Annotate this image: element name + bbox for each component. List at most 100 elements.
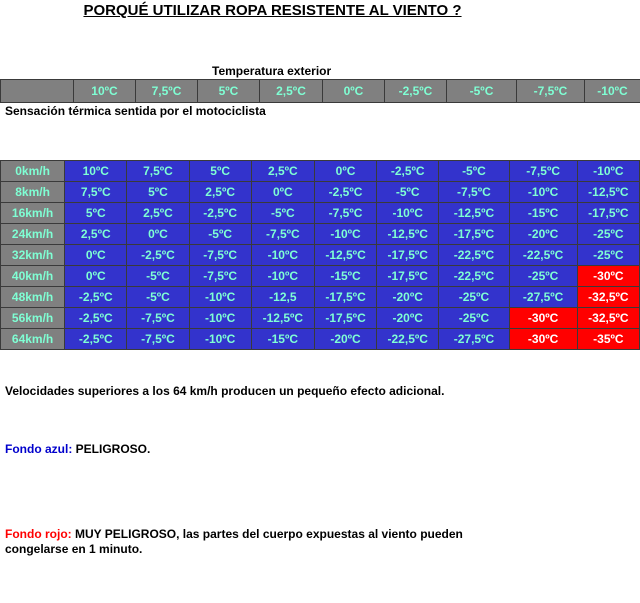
wind-chill-cell-dangerous: -12,5ºC [576, 181, 640, 203]
table-row: 56km/h -2,5ºC -7,5ºC -10ºC -12,5ºC -17,5ºC -20… [0, 307, 640, 329]
speed-label-cell: 48km/h [0, 286, 66, 308]
wind-chill-cell-dangerous: -7,5ºC [313, 202, 378, 224]
speed-label-cell: 64km/h [0, 328, 66, 350]
wind-chill-cell-dangerous: -5ºC [376, 181, 440, 203]
speed-label-cell: 0km/h [0, 160, 66, 182]
temperature-header-table: 10ºC 7,5ºC 5ºC 2,5ºC 0ºC -2,5ºC -5ºC -7,5ºC -10º… [0, 79, 640, 103]
wind-chill-cell-dangerous: -12,5ºC [250, 307, 315, 329]
page-title: PORQUÉ UTILIZAR ROPA RESISTENTE AL VIENT… [83, 2, 462, 19]
wind-chill-cell-dangerous: -25ºC [508, 265, 578, 287]
speed-label-cell: 56km/h [0, 307, 66, 329]
table-subtitle: Sensación térmica sentida por el motocic… [5, 104, 266, 118]
table-row: 16km/h 5ºC 2,5ºC -2,5ºC -5ºC -7,5ºC -10ºC -12,5… [0, 202, 640, 224]
wind-chill-cell-dangerous: -10ºC [250, 244, 315, 266]
wind-chill-cell-dangerous: -12,5ºC [438, 202, 510, 224]
wind-chill-cell-dangerous: -10ºC [188, 328, 252, 350]
wind-chill-cell-dangerous: -7,5ºC [188, 265, 252, 287]
wind-chill-cell-dangerous: -7,5ºC [508, 160, 578, 182]
red-legend-text: MUY PELIGROSO, las partes del cuerpo exp… [5, 527, 463, 556]
wind-chill-cell-dangerous: -17,5ºC [438, 223, 510, 245]
table-row: 48km/h -2,5ºC -5ºC -10ºC -12,5 -17,5ºC -20ºC -2… [0, 286, 640, 308]
wind-chill-cell-dangerous: -10ºC [250, 265, 315, 287]
wind-chill-cell-dangerous: -7,5ºC [250, 223, 315, 245]
wind-chill-cell-dangerous: -10ºC [188, 286, 252, 308]
wind-chill-cell-dangerous: 5ºC [126, 181, 190, 203]
wind-chill-cell-dangerous: -2,5ºC [126, 244, 190, 266]
wind-chill-cell-dangerous: -25ºC [576, 244, 640, 266]
wind-chill-cell-dangerous: -15ºC [250, 328, 315, 350]
wind-chill-cell-very-dangerous: -32,5ºC [576, 286, 640, 308]
speed-label-cell: 8km/h [0, 181, 66, 203]
speed-label-cell: 16km/h [0, 202, 66, 224]
wind-chill-cell-dangerous: -10ºC [313, 223, 378, 245]
wind-chill-cell-dangerous: -12,5ºC [313, 244, 378, 266]
wind-chill-cell-dangerous: -2,5ºC [64, 328, 128, 350]
wind-chill-cell-dangerous: -10ºC [376, 202, 440, 224]
wind-chill-cell-dangerous: 7,5ºC [64, 181, 128, 203]
wind-chill-cell-dangerous: -2,5ºC [64, 286, 128, 308]
temperature-header-cell: -2,5ºC [384, 79, 447, 103]
wind-chill-cell-dangerous: -12,5 [250, 286, 315, 308]
wind-chill-cell-dangerous: -5ºC [188, 223, 252, 245]
wind-chill-cell-dangerous: 0ºC [126, 223, 190, 245]
wind-chill-cell-dangerous: -5ºC [126, 265, 190, 287]
wind-chill-cell-dangerous: -2,5ºC [376, 160, 440, 182]
wind-chill-cell-dangerous: 2,5ºC [126, 202, 190, 224]
wind-chill-cell-dangerous: 5ºC [188, 160, 252, 182]
wind-chill-cell-dangerous: 5ºC [64, 202, 128, 224]
wind-chill-cell-dangerous: -25ºC [576, 223, 640, 245]
wind-chill-cell-dangerous: 0ºC [313, 160, 378, 182]
table-row: 64km/h -2,5ºC -7,5ºC -10ºC -15ºC -20ºC -22,5ºC… [0, 328, 640, 350]
wind-chill-cell-dangerous: -12,5ºC [376, 223, 440, 245]
wind-chill-cell-dangerous: 2,5ºC [250, 160, 315, 182]
table-row: 0km/h 10ºC 7,5ºC 5ºC 2,5ºC 0ºC -2,5ºC -5ºC -7,5º… [0, 160, 640, 182]
wind-chill-cell-dangerous: 0ºC [64, 265, 128, 287]
wind-chill-cell-dangerous: 0ºC [250, 181, 315, 203]
wind-chill-cell-dangerous: -2,5ºC [313, 181, 378, 203]
wind-chill-cell-dangerous: -25ºC [438, 286, 510, 308]
table-row: 32km/h 0ºC -2,5ºC -7,5ºC -10ºC -12,5ºC -17,5ºC… [0, 244, 640, 266]
wind-chill-cell-dangerous: -10ºC [188, 307, 252, 329]
blue-legend: Fondo azul: PELIGROSO. [5, 442, 150, 457]
wind-chill-cell-dangerous: -20ºC [376, 307, 440, 329]
wind-chill-cell-dangerous: -22,5ºC [438, 244, 510, 266]
wind-chill-cell-very-dangerous: -30ºC [576, 265, 640, 287]
wind-chill-cell-dangerous: -17,5ºC [376, 265, 440, 287]
wind-chill-cell-dangerous: -17,5ºC [313, 286, 378, 308]
wind-chill-cell-dangerous: -22,5ºC [438, 265, 510, 287]
wind-chill-cell-dangerous: -27,5ºC [508, 286, 578, 308]
wind-chill-cell-dangerous: -20ºC [508, 223, 578, 245]
blue-legend-label: Fondo azul: [5, 442, 73, 456]
table-row: 8km/h 7,5ºC 5ºC 2,5ºC 0ºC -2,5ºC -5ºC -7,5ºC -10… [0, 181, 640, 203]
table-row: 40km/h 0ºC -5ºC -7,5ºC -10ºC -15ºC -17,5ºC -22,… [0, 265, 640, 287]
temperature-header-cell: 7,5ºC [135, 79, 198, 103]
wind-chill-cell-very-dangerous: -30ºC [508, 307, 578, 329]
wind-chill-cell-dangerous: 7,5ºC [126, 160, 190, 182]
wind-chill-cell-dangerous: 2,5ºC [64, 223, 128, 245]
wind-chill-cell-dangerous: -17,5ºC [376, 244, 440, 266]
wind-chill-cell-dangerous: -15ºC [313, 265, 378, 287]
temperature-label: Temperatura exterior [212, 64, 332, 78]
wind-chill-cell-dangerous: -20ºC [313, 328, 378, 350]
wind-chill-cell-dangerous: -2,5ºC [188, 202, 252, 224]
wind-chill-cell-dangerous: -25ºC [438, 307, 510, 329]
wind-chill-cell-dangerous: 10ºC [64, 160, 128, 182]
wind-chill-cell-dangerous: 2,5ºC [188, 181, 252, 203]
wind-chill-cell-dangerous: -7,5ºC [438, 181, 510, 203]
temperature-header-cell: -10ºC [584, 79, 640, 103]
temperature-header-cell: 2,5ºC [259, 79, 323, 103]
temperature-header-cell: -5ºC [446, 79, 517, 103]
speed-note: Velocidades superiores a los 64 km/h pro… [5, 384, 445, 398]
wind-chill-cell-very-dangerous: -35ºC [576, 328, 640, 350]
wind-chill-cell-dangerous: -15ºC [508, 202, 578, 224]
wind-chill-cell-dangerous: -22,5ºC [508, 244, 578, 266]
temperature-header-cell: 0ºC [322, 79, 385, 103]
wind-chill-cell-dangerous: -27,5ºC [438, 328, 510, 350]
wind-chill-cell-dangerous: -22,5ºC [376, 328, 440, 350]
wind-chill-cell-dangerous: -20ºC [376, 286, 440, 308]
blue-legend-text: PELIGROSO. [72, 442, 151, 456]
wind-chill-cell-dangerous: 0ºC [64, 244, 128, 266]
wind-chill-cell-dangerous: -10ºC [576, 160, 640, 182]
wind-chill-table: 0km/h 10ºC 7,5ºC 5ºC 2,5ºC 0ºC -2,5ºC -5ºC -7,5º… [0, 160, 640, 350]
wind-chill-cell-very-dangerous: -30ºC [508, 328, 578, 350]
